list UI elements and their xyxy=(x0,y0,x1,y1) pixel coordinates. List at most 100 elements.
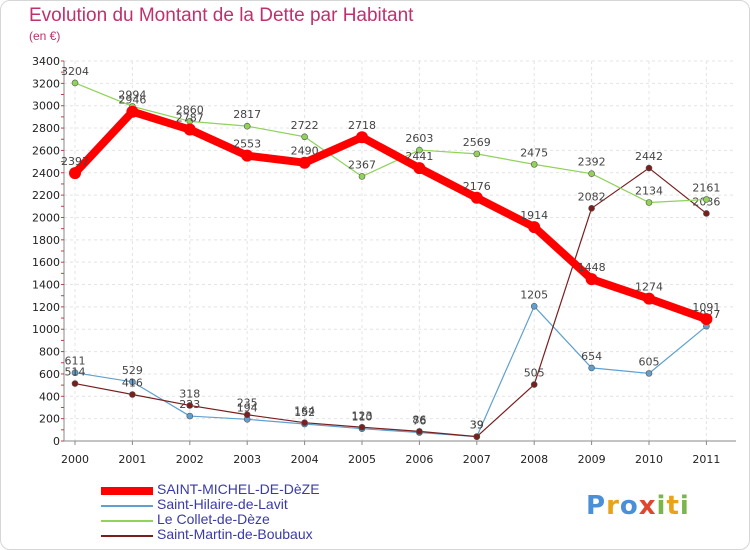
data-label: 2722 xyxy=(291,119,319,132)
data-label: 76 xyxy=(412,415,426,428)
data-label: 2367 xyxy=(348,158,376,171)
data-label: 1914 xyxy=(520,209,548,222)
data-point xyxy=(71,380,79,387)
y-tick-label: 400 xyxy=(39,390,60,403)
data-point xyxy=(700,313,713,326)
data-point xyxy=(588,170,595,177)
legend-swatch xyxy=(101,487,153,495)
data-point xyxy=(643,292,655,305)
data-label: 86 xyxy=(412,413,426,426)
x-tick-label: 2005 xyxy=(348,453,376,466)
data-point xyxy=(126,105,139,118)
data-point xyxy=(71,369,79,377)
legend-label: Saint-Hilaire-de-Lavit xyxy=(157,496,288,512)
brand-letter: i xyxy=(679,491,690,521)
data-label: 2490 xyxy=(291,145,319,158)
y-tick-label: 2000 xyxy=(32,211,60,224)
data-point xyxy=(298,156,311,169)
data-label: 529 xyxy=(122,364,143,377)
data-label: 2569 xyxy=(463,136,491,149)
data-label: 505 xyxy=(524,367,545,380)
data-label: 2553 xyxy=(233,138,261,151)
data-point xyxy=(241,149,254,162)
data-point xyxy=(71,79,79,87)
data-point xyxy=(530,161,538,168)
y-tick-label: 0 xyxy=(53,435,60,448)
data-label: 318 xyxy=(179,387,200,400)
data-label: 2817 xyxy=(233,108,261,121)
data-point xyxy=(356,131,368,144)
data-label: 2946 xyxy=(118,94,146,107)
data-point xyxy=(183,123,196,136)
y-tick-label: 200 xyxy=(39,413,60,426)
data-label: 2134 xyxy=(635,184,663,197)
data-point xyxy=(645,370,653,377)
data-label: 123 xyxy=(352,409,373,422)
data-point xyxy=(243,122,251,130)
y-tick-label: 1400 xyxy=(32,279,60,292)
brand-logo: Proxiti xyxy=(586,491,690,521)
data-point xyxy=(416,428,423,435)
data-point xyxy=(530,381,538,388)
unit-label: (en €) xyxy=(29,29,61,43)
data-label: 164 xyxy=(294,405,315,418)
brand-letter: i xyxy=(656,491,667,521)
data-point xyxy=(416,146,423,154)
brand-letter: x xyxy=(638,491,657,521)
data-label: 2441 xyxy=(405,150,433,163)
data-label: 2442 xyxy=(635,150,663,163)
series-line xyxy=(74,305,708,438)
data-point xyxy=(301,133,308,141)
data-point xyxy=(473,433,481,440)
y-tick-label: 2400 xyxy=(32,167,60,180)
data-label: 514 xyxy=(65,366,86,379)
x-tick-label: 2002 xyxy=(176,453,204,466)
x-tick-label: 2004 xyxy=(291,453,319,466)
data-label: 194 xyxy=(237,401,258,414)
x-tick-label: 2010 xyxy=(635,453,663,466)
data-label: 2475 xyxy=(520,146,548,159)
data-point xyxy=(473,150,481,158)
chart-title: Evolution du Montant de la Dette par Hab… xyxy=(29,5,414,26)
data-point xyxy=(129,378,136,386)
data-point xyxy=(645,164,653,172)
data-point xyxy=(528,221,541,234)
data-point xyxy=(69,167,81,180)
data-label: 2082 xyxy=(578,190,606,203)
data-point xyxy=(588,205,595,212)
data-label: 2994 xyxy=(118,88,146,101)
brand-letter: t xyxy=(666,491,680,521)
data-label: 605 xyxy=(639,355,660,368)
x-tick-label: 2008 xyxy=(520,453,548,466)
data-point xyxy=(243,411,251,419)
data-point xyxy=(585,273,598,286)
data-point xyxy=(129,391,136,398)
data-label: 1274 xyxy=(635,281,663,294)
y-tick-label: 2800 xyxy=(32,122,60,135)
data-point xyxy=(358,423,366,431)
line-chart: 0 200 400 600 800 1000 1200 1400 1600 1800 2000 220… xyxy=(32,55,736,466)
data-label: 1448 xyxy=(578,261,606,274)
data-label: 2787 xyxy=(176,112,204,125)
data-label: 152 xyxy=(294,406,315,419)
data-point xyxy=(645,199,653,206)
data-point xyxy=(588,364,595,372)
legend-swatch xyxy=(101,520,153,522)
data-point xyxy=(703,210,710,217)
series-line xyxy=(71,107,711,324)
data-point xyxy=(186,402,194,409)
x-tick-label: 2011 xyxy=(692,453,720,466)
y-tick-label: 1000 xyxy=(32,323,60,336)
y-tick-label: 800 xyxy=(39,346,60,359)
legend-swatch xyxy=(101,505,153,507)
legend-label: Le Collet-de-Dèze xyxy=(157,511,270,527)
x-tick-label: 2006 xyxy=(405,453,433,466)
data-point xyxy=(530,303,538,310)
legend-label: SAINT-MICHEL-DE-DèZE xyxy=(157,481,320,497)
legend-label: Saint-Martin-de-Boubaux xyxy=(157,526,313,542)
data-label: 2176 xyxy=(463,180,491,193)
y-tick-label: 3000 xyxy=(32,100,60,113)
data-label: 1205 xyxy=(520,288,548,301)
data-label: 110 xyxy=(352,411,373,424)
